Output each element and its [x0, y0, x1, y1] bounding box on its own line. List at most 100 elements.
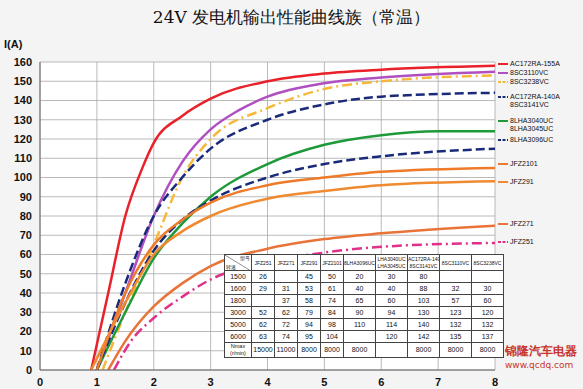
html-text:JFZ271: JFZ271 — [277, 259, 295, 266]
html-text:8SC3141VC: 8SC3141VC — [510, 101, 549, 108]
html-text:JFZ2101: JFZ2101 — [510, 160, 538, 167]
html-text:30: 30 — [483, 284, 492, 292]
html-text:JFZ291: JFZ291 — [300, 259, 318, 266]
html-text:AC172RA-155A: AC172RA-155A — [510, 60, 560, 67]
html-text:103: 103 — [417, 296, 430, 304]
html-text:104: 104 — [326, 332, 338, 340]
html-text:142: 142 — [417, 332, 430, 340]
svg-text:1: 1 — [94, 376, 100, 388]
svg-text:140: 140 — [14, 94, 32, 106]
svg-text:130: 130 — [14, 114, 32, 126]
html-text:37: 37 — [282, 296, 290, 304]
svg-text:4: 4 — [264, 376, 271, 388]
html-text:32: 32 — [451, 284, 460, 292]
html-text:JFZ291: JFZ291 — [510, 178, 534, 185]
html-text:8LHA3045UC: 8LHA3045UC — [510, 125, 554, 132]
svg-text:120: 120 — [14, 133, 32, 145]
html-text:120: 120 — [481, 308, 494, 316]
html-text:130: 130 — [417, 308, 430, 316]
html-text:1600: 1600 — [230, 284, 246, 292]
html-text:40: 40 — [387, 284, 396, 292]
html-text:140: 140 — [417, 320, 430, 328]
svg-text:110: 110 — [14, 152, 32, 164]
html-text:62: 62 — [282, 308, 290, 316]
svg-text:90: 90 — [20, 191, 32, 203]
html-text:74: 74 — [328, 296, 336, 304]
svg-text:3: 3 — [208, 376, 214, 388]
svg-text:80: 80 — [20, 210, 32, 222]
html-text:60: 60 — [387, 296, 396, 304]
svg-text:0: 0 — [37, 376, 43, 388]
html-text:132: 132 — [449, 320, 462, 328]
html-text:JFZ251: JFZ251 — [510, 238, 534, 245]
html-text:8LHA3040UC: 8LHA3040UC — [510, 117, 554, 124]
svg-text:160: 160 — [14, 56, 32, 68]
html-text:137: 137 — [481, 332, 494, 340]
html-text:74: 74 — [282, 332, 290, 340]
svg-text:0: 0 — [26, 364, 32, 376]
svg-text:50: 50 — [20, 268, 32, 280]
html-text:72: 72 — [282, 320, 290, 328]
html-text:www.qcdq.com: www.qcdq.com — [505, 360, 574, 370]
html-text:57: 57 — [451, 296, 460, 304]
html-text:135: 135 — [449, 332, 462, 340]
html-text:84: 84 — [328, 308, 336, 316]
html-text:120: 120 — [385, 332, 398, 340]
html-text:79: 79 — [305, 308, 313, 316]
html-text:5000: 5000 — [230, 320, 246, 328]
html-text:63: 63 — [259, 332, 267, 340]
html-text:95: 95 — [305, 332, 313, 340]
html-text:31: 31 — [282, 284, 290, 292]
html-text:60: 60 — [483, 296, 492, 304]
svg-text:2: 2 — [151, 376, 157, 388]
html-text:JFZ271: JFZ271 — [510, 220, 534, 227]
html-text:26: 26 — [259, 272, 267, 280]
html-text:8LHA3096UC: 8LHA3096UC — [510, 136, 554, 143]
html-text:94: 94 — [387, 308, 396, 316]
html-text:53: 53 — [305, 284, 313, 292]
html-text:61: 61 — [328, 284, 336, 292]
html-text:94: 94 — [305, 320, 313, 328]
html-text:50: 50 — [328, 272, 336, 280]
html-text:24V 发电机输出性能曲线族（常温）: 24V 发电机输出性能曲线族（常温） — [152, 7, 431, 27]
svg-text:100: 100 — [14, 171, 32, 183]
html-text:114: 114 — [385, 320, 398, 328]
html-text:62: 62 — [259, 320, 267, 328]
html-text:I(A): I(A) — [4, 38, 23, 50]
svg-text:20: 20 — [20, 325, 32, 337]
html-text:40: 40 — [355, 284, 364, 292]
html-text:45: 45 — [305, 272, 313, 280]
svg-text:150: 150 — [14, 75, 32, 87]
html-text:98: 98 — [328, 320, 336, 328]
html-text:30: 30 — [387, 272, 396, 280]
html-text:90: 90 — [355, 308, 364, 316]
svg-text:6: 6 — [378, 376, 384, 388]
html-text:1500: 1500 — [230, 272, 246, 280]
html-text:123: 123 — [449, 308, 462, 316]
html-text:JFZ251: JFZ251 — [254, 259, 272, 266]
html-text:8SC3238VC: 8SC3238VC — [510, 78, 549, 85]
html-text:AC172RA-140A: AC172RA-140A — [510, 93, 560, 100]
html-text:3000: 3000 — [230, 308, 246, 316]
html-text:58: 58 — [305, 296, 313, 304]
svg-text:10: 10 — [20, 345, 32, 357]
html-text:6000: 6000 — [230, 332, 246, 340]
svg-text:40: 40 — [20, 287, 32, 299]
html-text:110: 110 — [353, 320, 366, 328]
html-text:65: 65 — [355, 296, 364, 304]
html-text:锦隆汽车电器: 锦隆汽车电器 — [505, 344, 577, 358]
html-text:29: 29 — [259, 284, 267, 292]
svg-text:30: 30 — [20, 306, 32, 318]
svg-text:5: 5 — [321, 376, 327, 388]
html-text:1800: 1800 — [230, 296, 246, 304]
html-text:8SC3110VC: 8SC3110VC — [510, 69, 549, 76]
html-text:20: 20 — [355, 272, 364, 280]
html-text:80: 80 — [419, 272, 428, 280]
html-text:52: 52 — [259, 308, 267, 316]
svg-text:8: 8 — [492, 376, 498, 388]
svg-text:7: 7 — [435, 376, 441, 388]
html-text:88: 88 — [419, 284, 428, 292]
svg-text:60: 60 — [20, 248, 32, 260]
html-text:132: 132 — [481, 320, 494, 328]
svg-text:70: 70 — [20, 229, 32, 241]
